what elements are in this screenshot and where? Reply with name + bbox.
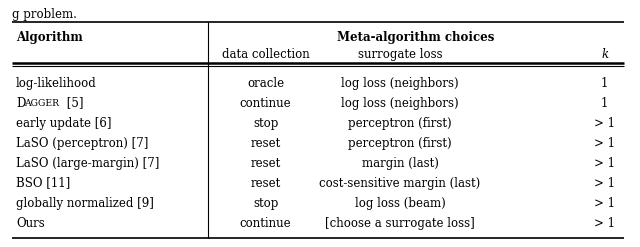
Text: stop: stop [253,117,278,129]
Text: 1: 1 [601,97,609,109]
Text: D: D [16,97,26,109]
Text: globally normalized [9]: globally normalized [9] [16,197,154,209]
Text: > 1: > 1 [595,137,615,149]
Text: continue: continue [240,217,291,229]
Text: stop: stop [253,197,278,209]
Text: LaSO (large-margin) [7]: LaSO (large-margin) [7] [16,157,159,169]
Text: data collection: data collection [221,47,310,61]
Text: Ours: Ours [16,217,45,229]
Text: perceptron (first): perceptron (first) [348,117,452,129]
Text: early update [6]: early update [6] [16,117,111,129]
Text: margin (last): margin (last) [362,157,438,169]
Text: Algorithm: Algorithm [16,32,83,44]
Text: g problem.: g problem. [12,8,76,21]
Text: > 1: > 1 [595,117,615,129]
Text: > 1: > 1 [595,197,615,209]
Text: k: k [601,47,609,61]
Text: [choose a surrogate loss]: [choose a surrogate loss] [325,217,475,229]
Text: reset: reset [250,137,281,149]
Text: perceptron (first): perceptron (first) [348,137,452,149]
Text: LaSO (perceptron) [7]: LaSO (perceptron) [7] [16,137,148,149]
Text: oracle: oracle [247,77,284,89]
Text: 1: 1 [601,77,609,89]
Text: BSO [11]: BSO [11] [16,177,70,189]
Text: log-likelihood: log-likelihood [16,77,97,89]
Text: log loss (neighbors): log loss (neighbors) [341,77,459,89]
Text: > 1: > 1 [595,177,615,189]
Text: log loss (neighbors): log loss (neighbors) [341,97,459,109]
Text: reset: reset [250,157,281,169]
Text: > 1: > 1 [595,217,615,229]
Text: > 1: > 1 [595,157,615,169]
Text: surrogate loss: surrogate loss [358,47,442,61]
Text: reset: reset [250,177,281,189]
Text: AGGER: AGGER [24,99,59,107]
Text: cost-sensitive margin (last): cost-sensitive margin (last) [319,177,481,189]
Text: Meta-algorithm choices: Meta-algorithm choices [337,32,495,44]
Text: [5]: [5] [63,97,83,109]
Text: continue: continue [240,97,291,109]
Text: log loss (beam): log loss (beam) [355,197,445,209]
